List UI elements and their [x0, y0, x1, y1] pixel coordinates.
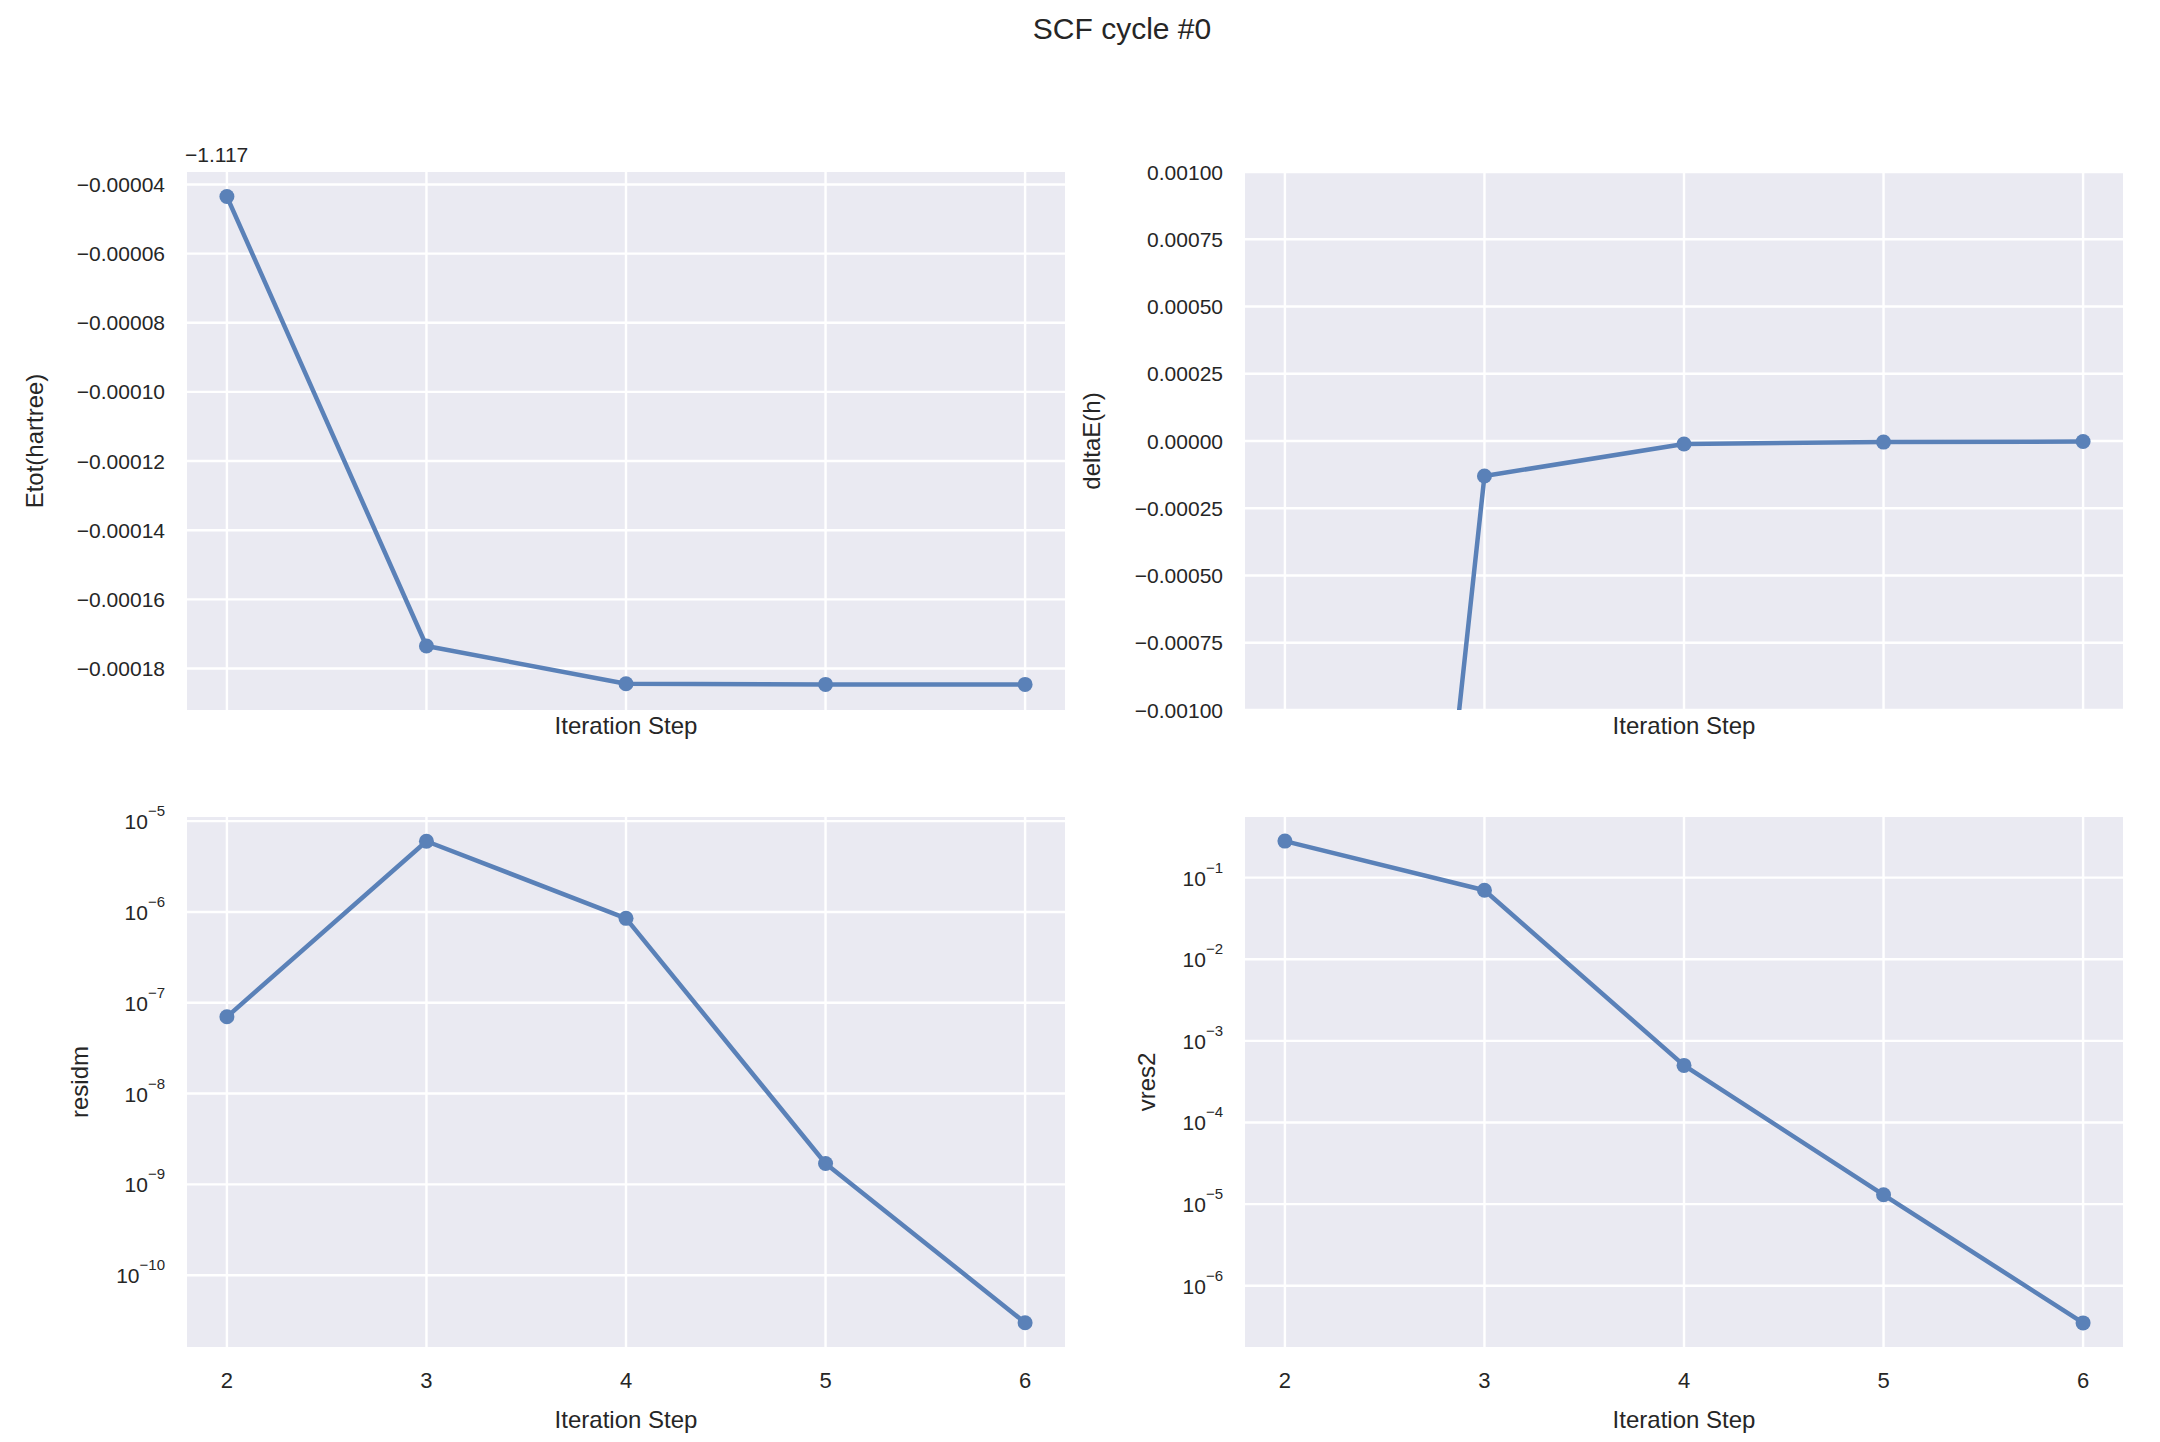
data-point: [1477, 883, 1492, 898]
plot-area-residm: 10−510−610−710−810−910−1023456: [187, 817, 1065, 1347]
data-point: [1018, 677, 1033, 692]
y-tick-label: 10−1: [1183, 858, 1223, 889]
x-axis-label: Iteration Step: [1245, 1406, 2123, 1434]
x-tick-label: 2: [1279, 1368, 1291, 1393]
x-axis-label: Iteration Step: [187, 712, 1065, 740]
y-tick-label: 10−5: [1183, 1185, 1223, 1216]
data-point: [619, 911, 634, 926]
subplot-etot: −1.117 Etot(hartree) −0.00004−0.00006−0.…: [187, 172, 1065, 710]
data-point: [818, 1156, 833, 1171]
x-tick-label: 6: [1019, 1368, 1031, 1393]
y-tick-label: 0.00075: [1147, 228, 1223, 251]
y-tick-label: −0.00006: [77, 242, 165, 265]
data-point: [2076, 1315, 2091, 1330]
data-point: [2076, 434, 2091, 449]
y-tick-label: 10−5: [125, 802, 165, 833]
y-axis-label: vres2: [1131, 932, 1163, 1232]
x-tick-label: 3: [420, 1368, 432, 1393]
y-tick-label: 10−9: [125, 1165, 165, 1196]
data-point: [1677, 1058, 1692, 1073]
y-tick-label: −0.00018: [77, 657, 165, 680]
x-tick-label: 3: [1478, 1368, 1490, 1393]
data-point: [419, 639, 434, 654]
y-tick-label: 10−8: [125, 1074, 165, 1105]
y-axis-label: residm: [64, 932, 96, 1232]
y-tick-label: −0.00050: [1135, 564, 1223, 587]
plot-area-vres2: 10−110−210−310−410−510−623456: [1245, 817, 2123, 1347]
x-tick-label: 2: [221, 1368, 233, 1393]
y-tick-label: −0.00025: [1135, 497, 1223, 520]
y-tick-label: 10−2: [1183, 940, 1223, 971]
subplot-deltae: deltaE(h) 0.001000.000750.000500.000250.…: [1245, 172, 2123, 710]
y-tick-label: 10−3: [1183, 1021, 1223, 1052]
y-tick-label: 10−10: [116, 1256, 165, 1287]
data-point: [619, 676, 634, 691]
y-tick-label: −0.00012: [77, 450, 165, 473]
y-axis-label: Etot(hartree): [19, 291, 51, 591]
y-tick-label: −0.00004: [77, 173, 165, 196]
y-tick-label: 10−4: [1183, 1103, 1223, 1134]
x-tick-label: 5: [1877, 1368, 1889, 1393]
subplot-residm: residm 10−510−610−710−810−910−1023456 It…: [187, 817, 1065, 1347]
data-point: [818, 677, 833, 692]
data-point: [219, 189, 234, 204]
data-point: [1677, 436, 1692, 451]
plot-area-deltae: 0.001000.000750.000500.000250.00000−0.00…: [1245, 172, 2123, 710]
x-tick-label: 5: [819, 1368, 831, 1393]
y-tick-label: 10−7: [125, 983, 165, 1014]
y-tick-label: −0.00100: [1135, 699, 1223, 722]
y-tick-label: −0.00008: [77, 311, 165, 334]
data-point: [419, 834, 434, 849]
x-axis-label: Iteration Step: [1245, 712, 2123, 740]
y-tick-label: −0.00075: [1135, 631, 1223, 654]
x-tick-label: 4: [1678, 1368, 1690, 1393]
y-tick-label: 0.00000: [1147, 430, 1223, 453]
y-tick-label: 0.00100: [1147, 161, 1223, 184]
y-axis-label: deltaE(h): [1076, 291, 1108, 591]
data-point: [1018, 1315, 1033, 1330]
figure-title: SCF cycle #0: [922, 12, 1322, 46]
y-tick-label: 10−6: [125, 892, 165, 923]
y-tick-label: −0.00010: [77, 380, 165, 403]
y-tick-label: −0.00016: [77, 588, 165, 611]
x-tick-label: 4: [620, 1368, 632, 1393]
y-tick-label: 0.00025: [1147, 362, 1223, 385]
data-point: [1277, 834, 1292, 849]
y-tick-label: −0.00014: [77, 519, 165, 542]
x-axis-label: Iteration Step: [187, 1406, 1065, 1434]
subplot-vres2: vres2 10−110−210−310−410−510−623456 Iter…: [1245, 817, 2123, 1347]
data-point: [1876, 435, 1891, 450]
x-tick-label: 6: [2077, 1368, 2089, 1393]
y-tick-label: 0.00050: [1147, 295, 1223, 318]
y-offset-label: −1.117: [185, 143, 248, 167]
plot-area-etot: −0.00004−0.00006−0.00008−0.00010−0.00012…: [187, 172, 1065, 710]
y-tick-label: 10−6: [1183, 1266, 1223, 1297]
data-point: [219, 1009, 234, 1024]
data-point: [1477, 468, 1492, 483]
data-point: [1876, 1187, 1891, 1202]
